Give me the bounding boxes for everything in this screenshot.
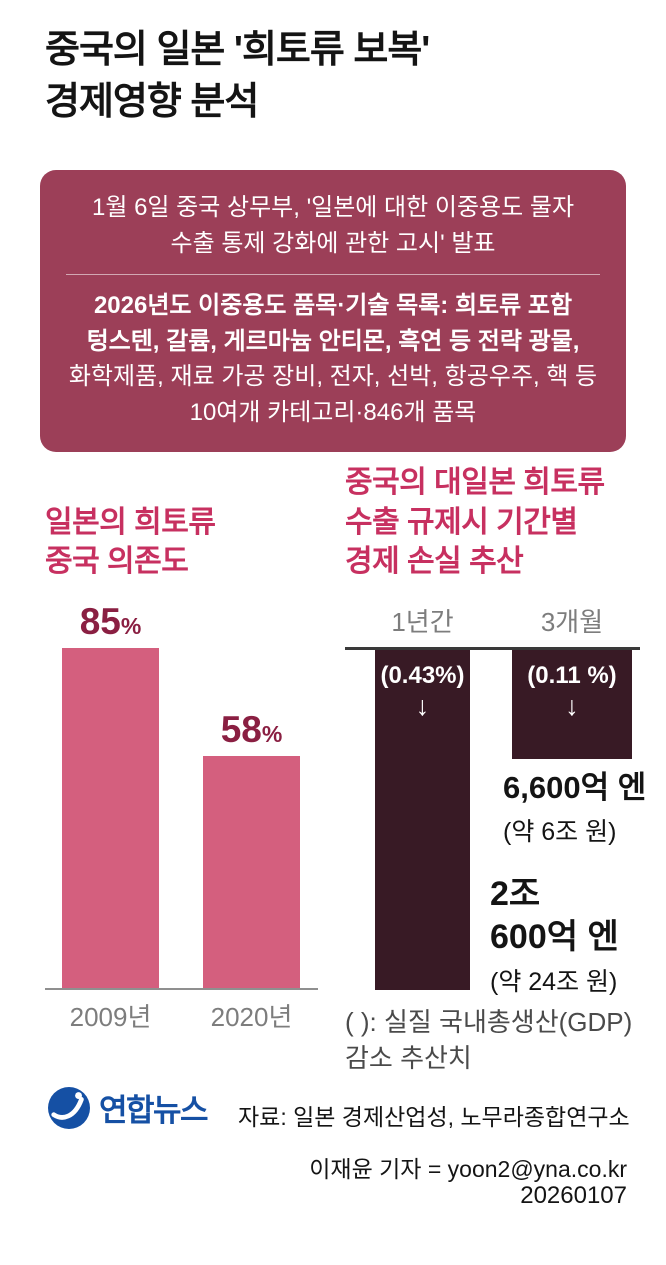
bar-value: 85 bbox=[79, 601, 121, 642]
gdp-note-line: 감소 추산치 bbox=[345, 1042, 472, 1073]
left-chart-title-line: 중국 의존도 bbox=[45, 545, 189, 578]
bar-2009 bbox=[62, 648, 159, 988]
date: 20260107 bbox=[520, 1182, 627, 1209]
notice-divider bbox=[66, 274, 600, 276]
notice-paragraph-2: 2026년도 이중용도 품목·기술 목록: 희토류 포함 텅스텐, 갈륨, 게르… bbox=[48, 288, 618, 430]
right-chart-title-line: 수출 규제시 기간별 bbox=[345, 505, 578, 539]
bar-value-label: 85% bbox=[80, 601, 142, 643]
x-axis-line bbox=[45, 988, 318, 990]
axis-line bbox=[345, 647, 640, 650]
notice-paragraph-1: 1월 6일 중국 상무부, '일본에 대한 이중용도 물자 수출 통제 강화에 … bbox=[48, 190, 618, 261]
bar-loss-3months: (0.11 %) ↓ bbox=[512, 650, 632, 759]
bar-value-unit: % bbox=[120, 613, 142, 639]
period-label-3months: 3개월 bbox=[540, 607, 604, 637]
left-chart-title-line: 일본의 희토류 bbox=[45, 506, 216, 539]
page-title: 중국의 일본 '희토류 보복' 경제영향 분석 bbox=[45, 24, 430, 129]
bar-value: 58 bbox=[220, 709, 262, 750]
notice-line: 수출 통제 강화에 관한 고시' 발표 bbox=[170, 229, 496, 257]
gdp-decrease-label: (0.11 %) bbox=[527, 662, 617, 689]
gdp-note: ( ): 실질 국내총생산(GDP) 감소 추산치 bbox=[345, 1005, 632, 1077]
notice-line: 화학제품, 재료 가공 장비, 전자, 선박, 항공우주, 핵 등 bbox=[68, 363, 598, 391]
notice-line: 10여개 카테고리·846개 품목 bbox=[189, 398, 477, 426]
page-title-line: 중국의 일본 '희토류 보복' bbox=[45, 29, 430, 71]
right-chart-title-line: 경제 손실 추산 bbox=[345, 545, 524, 579]
page-title-line: 경제영향 분석 bbox=[45, 81, 259, 124]
notice-line-bold: 2026년도 이중용도 품목·기술 목록: 희토류 포함 bbox=[93, 292, 573, 320]
loss-amount: 6,600억 엔 bbox=[503, 770, 647, 805]
right-chart-title: 중국의 대일본 희토류 수출 규제시 기간별 경제 손실 추산 bbox=[345, 463, 605, 582]
down-arrow-icon: ↓ bbox=[565, 691, 579, 721]
notice-line-bold: 텅스텐, 갈륨, 게르마늄 안티몬, 흑연 등 전략 광물, bbox=[86, 327, 580, 355]
bar-loss-1year: (0.43%) ↓ bbox=[375, 650, 470, 990]
left-chart-title: 일본의 희토류 중국 의존도 bbox=[45, 503, 216, 581]
notice-line: 1월 6일 중국 상무부, '일본에 대한 이중용도 물자 bbox=[91, 194, 575, 221]
loss-amount-krw: (약 24조 원) bbox=[490, 968, 618, 996]
x-axis-label-2009: 2009년 bbox=[69, 1002, 152, 1032]
yonhap-logo-text: 연합뉴스 bbox=[99, 1093, 209, 1128]
yonhap-logo-icon bbox=[48, 1086, 90, 1129]
loss-label-3months: 6,600억 엔 (약 6조 원) bbox=[503, 769, 646, 848]
bar-2020 bbox=[203, 756, 300, 988]
yonhap-logo: 연합뉴스 bbox=[48, 1085, 209, 1130]
loss-amount: 2조 bbox=[490, 875, 541, 913]
down-arrow-icon: ↓ bbox=[415, 691, 430, 721]
loss-amount: 600억 엔 bbox=[490, 917, 619, 956]
right-chart-title-line: 중국의 대일본 희토류 bbox=[345, 466, 605, 499]
gdp-note-line: ( ): 실질 국내총생산(GDP) bbox=[345, 1007, 633, 1037]
loss-label-1year: 2조 600억 엔 (약 24조 원) bbox=[490, 873, 619, 998]
gdp-decrease-label: (0.43%) bbox=[380, 662, 465, 689]
notice-box: 1월 6일 중국 상무부, '일본에 대한 이중용도 물자 수출 통제 강화에 … bbox=[40, 170, 626, 453]
loss-amount-krw: (약 6조 원) bbox=[503, 817, 617, 846]
period-label-1year: 1년간 bbox=[391, 607, 454, 637]
charts-area: 일본의 희토류 중국 의존도 85% 58% 2009년 2020년 중국의 대… bbox=[0, 455, 666, 1085]
bar-value-unit: % bbox=[261, 721, 283, 747]
byline: 이재윤 기자 = yoon2@yna.co.kr bbox=[309, 1156, 627, 1182]
bar-value-label: 58% bbox=[221, 709, 283, 751]
bar-group-2009: 85% bbox=[62, 601, 159, 988]
source-text: 자료: 일본 경제산업성, 노무라종합연구소 bbox=[238, 1104, 630, 1130]
bar-group-2020: 58% bbox=[203, 709, 300, 988]
x-axis-label-2020: 2020년 bbox=[210, 1002, 293, 1032]
